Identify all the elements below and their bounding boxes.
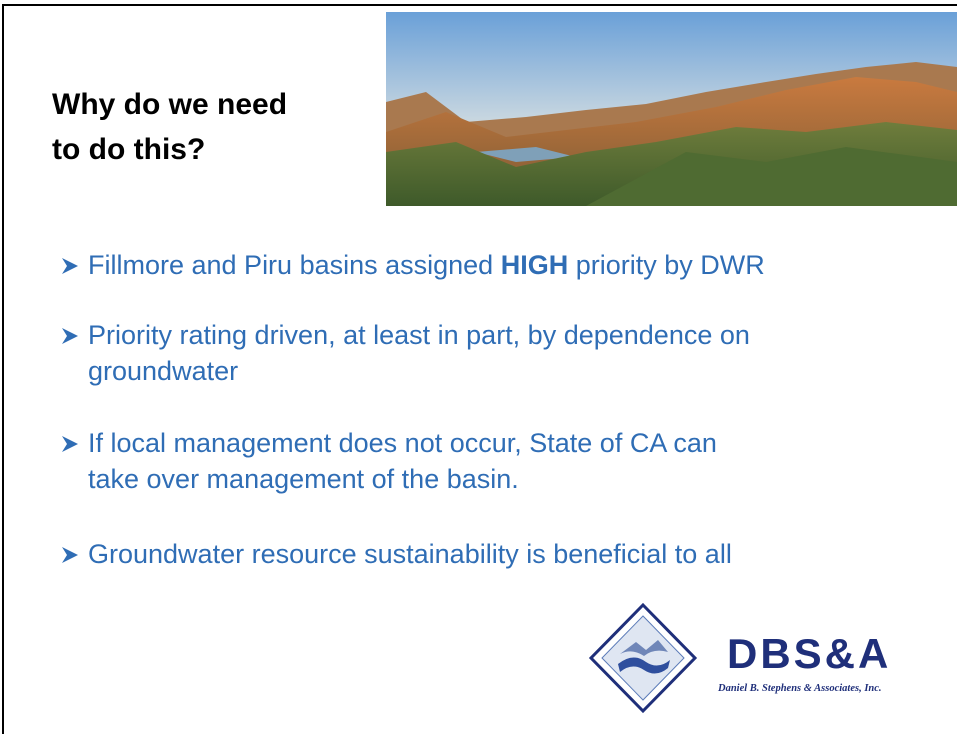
- bullet: Priority rating driven, at least in part…: [60, 317, 750, 389]
- bullet-line: groundwater: [88, 353, 750, 389]
- title-line: Why do we need: [52, 82, 287, 127]
- bullet-arrow: [60, 545, 80, 565]
- logo-emblem: [588, 602, 698, 714]
- slide: Why do we need to do this? Fillmore and …: [0, 0, 957, 721]
- logo-company: Daniel B. Stephens & Associates, Inc.: [718, 683, 882, 694]
- slide-title: Why do we need to do this?: [52, 82, 287, 172]
- title-line: to do this?: [52, 127, 287, 172]
- bullet-arrow: [60, 326, 80, 346]
- bullet-line: Groundwater resource sustainability is b…: [88, 536, 732, 572]
- logo-name: DBS&A: [727, 630, 891, 678]
- bullet-arrow: [60, 256, 80, 276]
- bullet-line: Priority rating driven, at least in part…: [88, 317, 750, 353]
- bullet: Fillmore and Piru basins assigned HIGH p…: [60, 247, 765, 283]
- bullet-line: take over management of the basin.: [88, 461, 717, 497]
- bullet-arrow: [60, 434, 80, 454]
- bullet: Groundwater resource sustainability is b…: [60, 536, 732, 572]
- bullet: If local management does not occur, Stat…: [60, 425, 717, 497]
- text-run: priority by DWR: [568, 250, 765, 280]
- bullet-line: If local management does not occur, Stat…: [88, 425, 717, 461]
- text-run: Fillmore and Piru basins assigned: [88, 250, 501, 280]
- text-run-bold: HIGH: [501, 250, 569, 280]
- bullet-text: Fillmore and Piru basins assigned HIGH p…: [88, 247, 765, 283]
- landscape-photo: [386, 12, 957, 206]
